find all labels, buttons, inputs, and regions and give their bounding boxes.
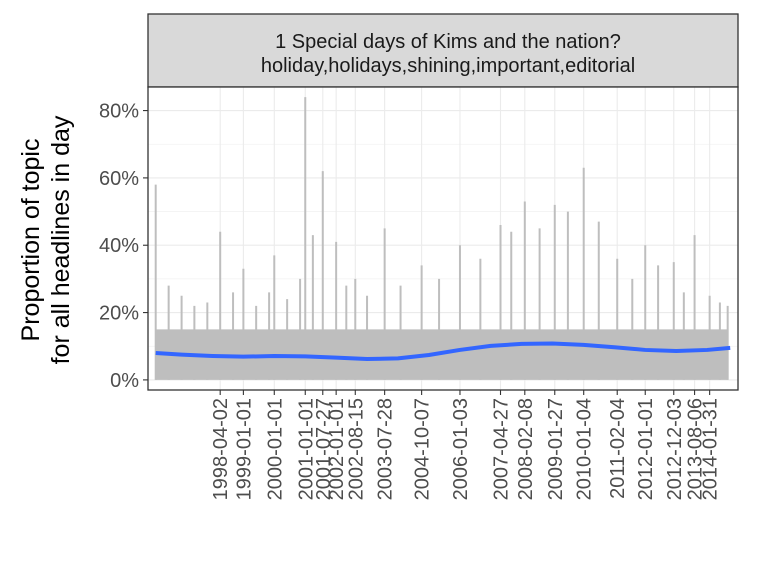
y-tick-label: 40% <box>99 235 139 257</box>
y-axis: 0% 20% 40% 60% 80% <box>99 101 148 392</box>
y-tick-label: 60% <box>99 168 139 190</box>
panel-title-line1: 1 Special days of Kims and the nation? <box>275 31 621 53</box>
y-tick-label: 20% <box>99 303 139 325</box>
x-tick-label: 2014-01-31 <box>700 398 722 500</box>
x-tick-label: 2003-07-28 <box>375 398 397 500</box>
smoothed-trend-line <box>155 341 731 362</box>
y-tick-label: 80% <box>99 101 139 123</box>
x-axis: 1998-04-02 1999-01-01 2000-01-01 2001-01-01… <box>210 390 722 500</box>
x-tick-label: 2010-01-04 <box>574 398 596 500</box>
panel-title-line2: holiday,holidays,shining,important,edito… <box>261 55 635 77</box>
y-tick-label: 0% <box>110 370 139 392</box>
x-tick-label: 1998-04-02 <box>210 398 232 500</box>
x-tick-label: 2011-02-04 <box>607 398 629 499</box>
y-axis-title-line2: for all headlines in day <box>47 115 75 364</box>
x-tick-label: 2008-02-08 <box>515 398 537 500</box>
x-tick-label: 2002-01-01 <box>326 398 348 500</box>
x-tick-label: 2001-01-01 <box>295 398 317 500</box>
x-tick-label: 2013-08-06 <box>685 398 707 500</box>
x-tick-label: 2007-04-27 <box>491 398 513 500</box>
panel-strip <box>147 13 739 88</box>
x-tick-label: 1999-01-01 <box>233 398 255 500</box>
y-axis-title-line1: Proportion of topic <box>17 139 45 342</box>
x-tick-label: 2004-10-07 <box>412 398 434 500</box>
x-tick-label: 2012-01-01 <box>635 398 657 500</box>
x-tick-label: 2012-12-03 <box>664 398 686 500</box>
x-tick-label: 2009-01-27 <box>545 398 567 500</box>
x-tick-label: 2001-07-27 <box>313 398 335 500</box>
panel-border <box>147 86 739 391</box>
x-tick-label: 2000-01-01 <box>264 398 286 500</box>
x-tick-label: 2002-08-15 <box>345 398 367 500</box>
x-tick-label: 2006-01-03 <box>450 398 472 500</box>
